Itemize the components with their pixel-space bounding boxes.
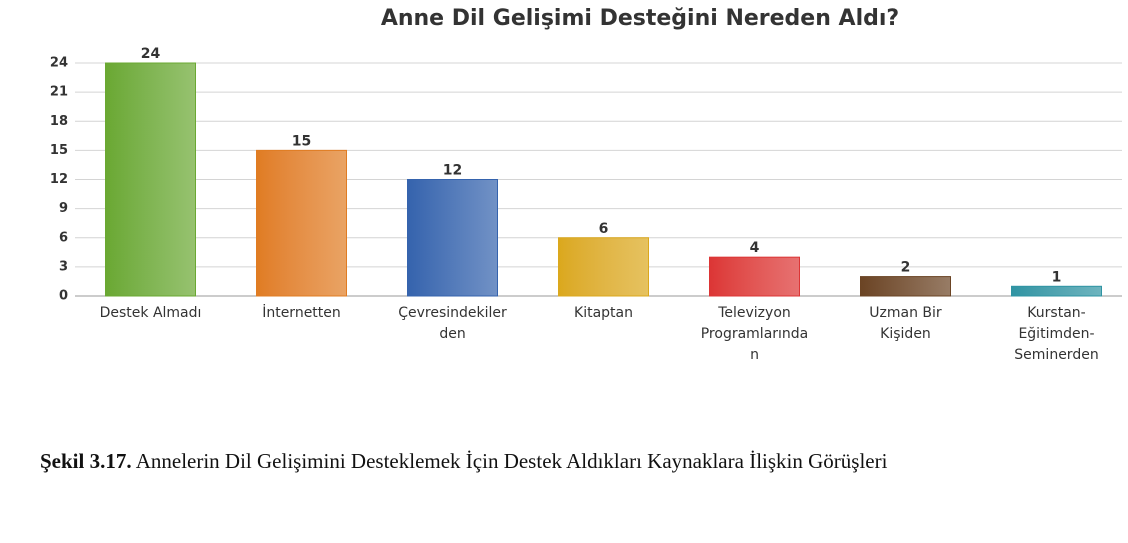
y-tick-label: 21 xyxy=(50,85,68,100)
value-label: 12 xyxy=(443,163,462,179)
value-label: 4 xyxy=(750,240,760,256)
y-tick-label: 24 xyxy=(50,56,68,71)
bar xyxy=(1011,285,1102,297)
y-tick-label: 0 xyxy=(59,289,68,304)
x-tick-label: Kurstan-Eğitimden-Seminerden xyxy=(1014,305,1098,363)
x-tick-label: Destek Almadı xyxy=(100,305,202,321)
x-tick-label: Kitaptan xyxy=(574,305,633,321)
caption-text: Annelerin Dil Gelişimini Desteklemek İçi… xyxy=(135,449,888,473)
value-label: 15 xyxy=(292,133,311,149)
bar xyxy=(407,179,498,297)
x-tick-label: Uzman Bir Kişiden xyxy=(869,305,942,342)
value-label: 6 xyxy=(599,221,609,237)
bar xyxy=(558,237,649,297)
bar xyxy=(256,149,347,297)
value-label: 1 xyxy=(1052,269,1062,285)
caption: Şekil 3.17. Annelerin Dil Gelişimini Des… xyxy=(40,448,1128,475)
bar xyxy=(860,276,951,297)
y-tick-label: 18 xyxy=(50,114,68,129)
bar xyxy=(709,256,800,297)
x-tick-label: Çevresindekiler den xyxy=(398,305,507,342)
x-tick-label: Televizyon Programlarında n xyxy=(701,305,809,363)
value-label: 24 xyxy=(141,46,161,62)
bar xyxy=(105,62,196,297)
y-tick-label: 3 xyxy=(59,259,68,274)
caption-label: Şekil 3.17. xyxy=(40,449,132,473)
y-tick-label: 9 xyxy=(59,201,68,216)
value-label: 2 xyxy=(901,260,911,276)
x-tick-label: İnternetten xyxy=(262,303,341,321)
chart-title: Anne Dil Gelişimi Desteğini Nereden Aldı… xyxy=(381,6,899,31)
y-tick-label: 6 xyxy=(59,230,68,245)
y-tick-label: 12 xyxy=(50,172,68,187)
chart: Anne Dil Gelişimi Desteğini Nereden Aldı… xyxy=(50,6,1122,363)
y-tick-label: 15 xyxy=(50,143,68,158)
